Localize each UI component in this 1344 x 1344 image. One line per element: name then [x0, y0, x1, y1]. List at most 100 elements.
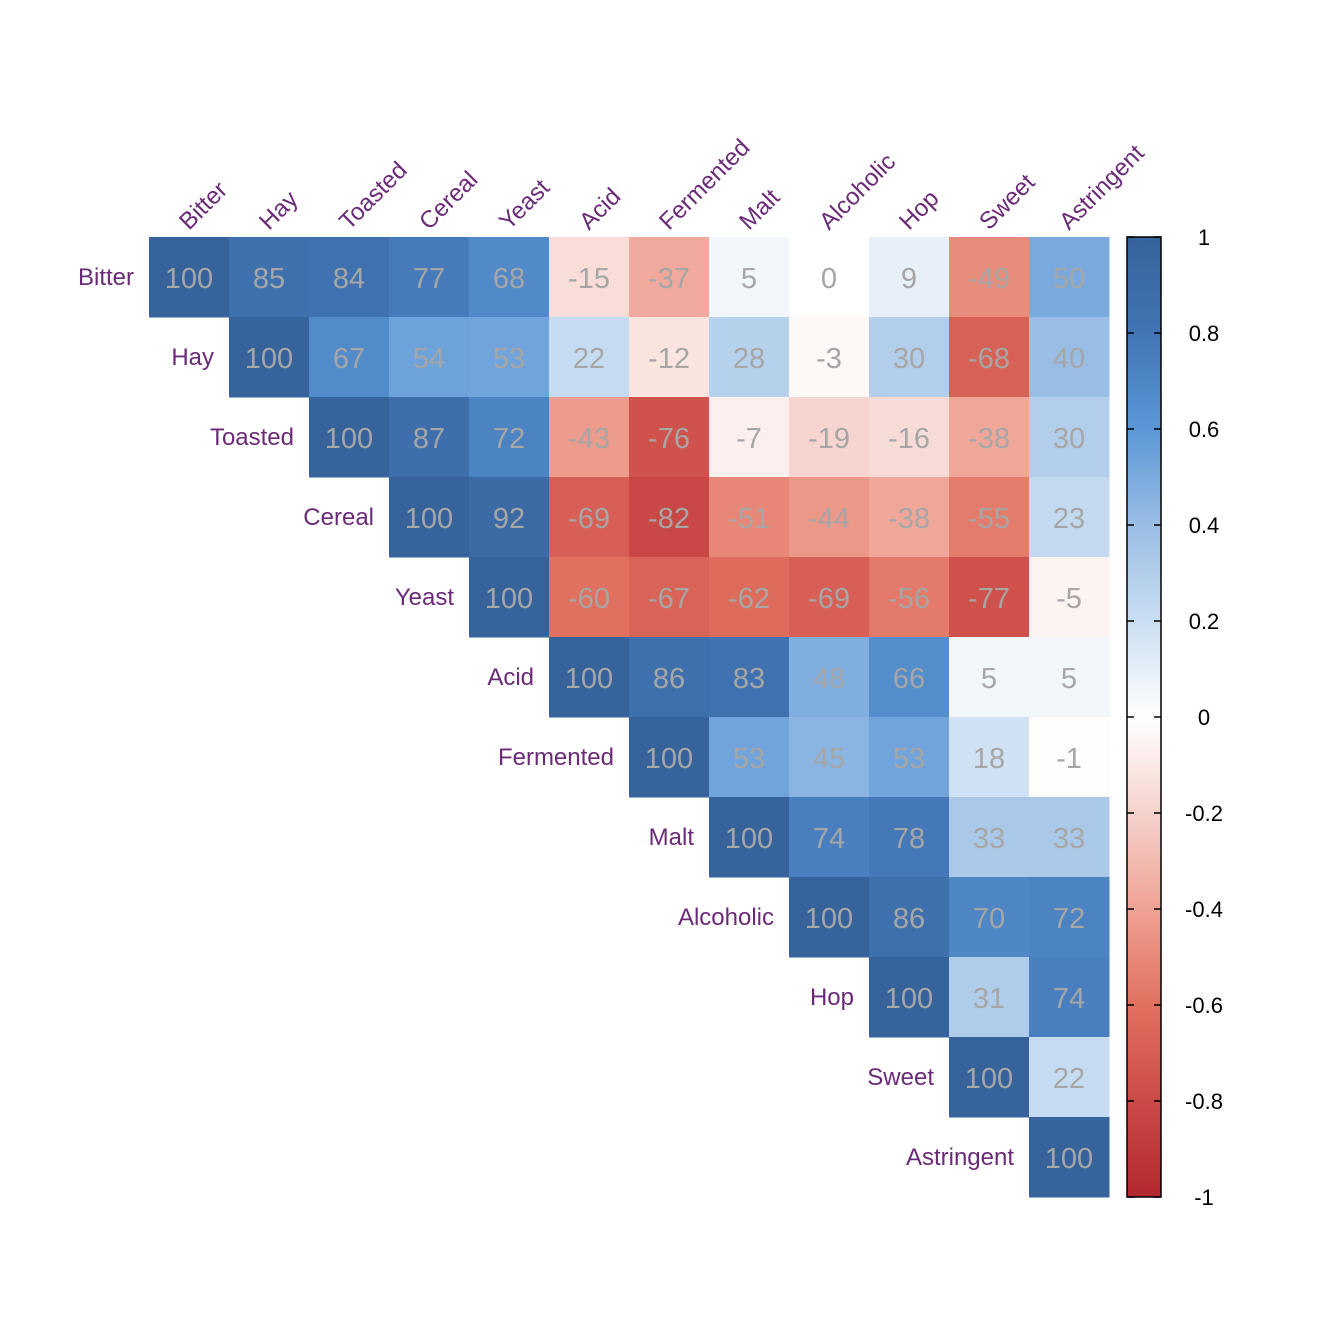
row-label-sweet: Sweet — [867, 1064, 934, 1091]
cell-value-bitter-yeast: 68 — [493, 263, 525, 295]
cell-yeast-hop — [869, 557, 950, 638]
cell-toasted-yeast — [469, 397, 550, 478]
colorbar-tick-label-4: 0.2 — [1189, 609, 1220, 634]
cell-value-yeast-alcoholic: -69 — [808, 583, 850, 615]
cell-bitter-sweet — [949, 237, 1030, 318]
cell-hop-sweet — [949, 957, 1030, 1038]
cell-value-malt-malt: 100 — [725, 823, 773, 855]
column-label-bitter: Bitter — [174, 177, 233, 236]
cell-cereal-acid — [549, 477, 630, 558]
colorbar-tick-label-3: 0.4 — [1189, 513, 1220, 538]
cell-cereal-fermented — [629, 477, 710, 558]
cell-value-bitter-alcoholic: 0 — [821, 263, 837, 295]
cell-yeast-malt — [709, 557, 790, 638]
cell-value-cereal-hop: -38 — [888, 503, 930, 535]
cell-bitter-hay — [229, 237, 310, 318]
cell-value-fermented-fermented: 100 — [645, 743, 693, 775]
cell-value-toasted-sweet: -38 — [968, 423, 1010, 455]
column-label-sweet: Sweet — [974, 169, 1040, 235]
cell-malt-sweet — [949, 797, 1030, 878]
cell-malt-alcoholic — [789, 797, 870, 878]
column-label-astringent: Astringent — [1054, 140, 1150, 236]
cell-hay-hop — [869, 317, 950, 398]
cell-sweet-sweet — [949, 1037, 1030, 1118]
colorbar: 1 0.8 0.6 0.4 0.2 0 -0.2 -0.4 -0.6 -0.8 -1 — [1126, 225, 1223, 1210]
heatmap-cells — [149, 237, 1110, 1198]
row-label-astringent: Astringent — [906, 1144, 1014, 1171]
cell-acid-acid — [549, 637, 630, 718]
cell-malt-malt — [709, 797, 790, 878]
colorbar-tick-label-0: 1 — [1198, 225, 1210, 250]
cell-fermented-astringent — [1029, 717, 1110, 798]
cell-value-yeast-astringent: -5 — [1056, 583, 1082, 615]
cell-value-fermented-malt: 53 — [733, 743, 765, 775]
colorbar-tick-label-2: 0.6 — [1189, 417, 1220, 442]
cell-value-acid-hop: 66 — [893, 663, 925, 695]
cell-hay-yeast — [469, 317, 550, 398]
cell-hay-astringent — [1029, 317, 1110, 398]
cell-toasted-toasted — [309, 397, 390, 478]
row-label-alcoholic: Alcoholic — [678, 904, 774, 931]
cell-cereal-cereal — [389, 477, 470, 558]
cell-value-malt-astringent: 33 — [1053, 823, 1085, 855]
cell-value-hop-astringent: 74 — [1053, 983, 1085, 1015]
cell-fermented-sweet — [949, 717, 1030, 798]
cell-value-acid-sweet: 5 — [981, 663, 997, 695]
cell-cereal-yeast — [469, 477, 550, 558]
cell-toasted-astringent — [1029, 397, 1110, 478]
row-label-malt: Malt — [649, 824, 695, 851]
cell-yeast-astringent — [1029, 557, 1110, 638]
cell-value-hay-yeast: 53 — [493, 343, 525, 375]
cell-yeast-yeast — [469, 557, 550, 638]
cell-value-bitter-toasted: 84 — [333, 263, 365, 295]
row-labels: Bitter Hay Toasted Cereal Yeast Acid Fermented… — [78, 264, 1014, 1171]
cell-toasted-hop — [869, 397, 950, 478]
cell-acid-alcoholic — [789, 637, 870, 718]
cell-value-fermented-sweet: 18 — [973, 743, 1005, 775]
cell-value-toasted-fermented: -76 — [648, 423, 690, 455]
cell-value-fermented-astringent: -1 — [1056, 743, 1082, 775]
cell-value-hay-sweet: -68 — [968, 343, 1010, 375]
row-label-toasted: Toasted — [210, 424, 294, 451]
cell-hay-fermented — [629, 317, 710, 398]
column-labels: Bitter Hay Toasted Cereal Yeast Acid Fermented… — [174, 134, 1150, 235]
cell-bitter-alcoholic — [789, 237, 870, 318]
cell-acid-fermented — [629, 637, 710, 718]
cell-yeast-alcoholic — [789, 557, 870, 638]
cell-acid-malt — [709, 637, 790, 718]
row-label-acid: Acid — [487, 664, 534, 691]
cell-value-cereal-cereal: 100 — [405, 503, 453, 535]
row-label-yeast: Yeast — [395, 584, 455, 611]
cell-value-malt-hop: 78 — [893, 823, 925, 855]
cell-value-toasted-yeast: 72 — [493, 423, 525, 455]
colorbar-tick-label-10: -1 — [1194, 1185, 1214, 1210]
cell-fermented-malt — [709, 717, 790, 798]
cell-yeast-acid — [549, 557, 630, 638]
cell-value-alcoholic-alcoholic: 100 — [805, 903, 853, 935]
cell-yeast-sweet — [949, 557, 1030, 638]
column-label-toasted: Toasted — [334, 157, 413, 236]
cell-yeast-fermented — [629, 557, 710, 638]
cell-value-fermented-hop: 53 — [893, 743, 925, 775]
colorbar-tick-label-1: 0.8 — [1189, 321, 1220, 346]
cell-value-yeast-fermented: -67 — [648, 583, 690, 615]
cell-value-acid-malt: 83 — [733, 663, 765, 695]
cell-value-cereal-astringent: 23 — [1053, 503, 1085, 535]
cell-cereal-sweet — [949, 477, 1030, 558]
cell-value-hay-alcoholic: -3 — [816, 343, 842, 375]
cell-value-yeast-malt: -62 — [728, 583, 770, 615]
cell-alcoholic-hop — [869, 877, 950, 958]
cell-toasted-cereal — [389, 397, 470, 478]
cell-value-sweet-astringent: 22 — [1053, 1063, 1085, 1095]
cell-fermented-fermented — [629, 717, 710, 798]
cell-value-hay-malt: 28 — [733, 343, 765, 375]
cell-bitter-yeast — [469, 237, 550, 318]
column-label-malt: Malt — [734, 184, 785, 235]
cell-value-cereal-malt: -51 — [728, 503, 770, 535]
cell-value-alcoholic-astringent: 72 — [1053, 903, 1085, 935]
cell-alcoholic-astringent — [1029, 877, 1110, 958]
cell-malt-hop — [869, 797, 950, 878]
colorbar-tick-label-7: -0.4 — [1185, 897, 1223, 922]
cell-value-hay-astringent: 40 — [1053, 343, 1085, 375]
